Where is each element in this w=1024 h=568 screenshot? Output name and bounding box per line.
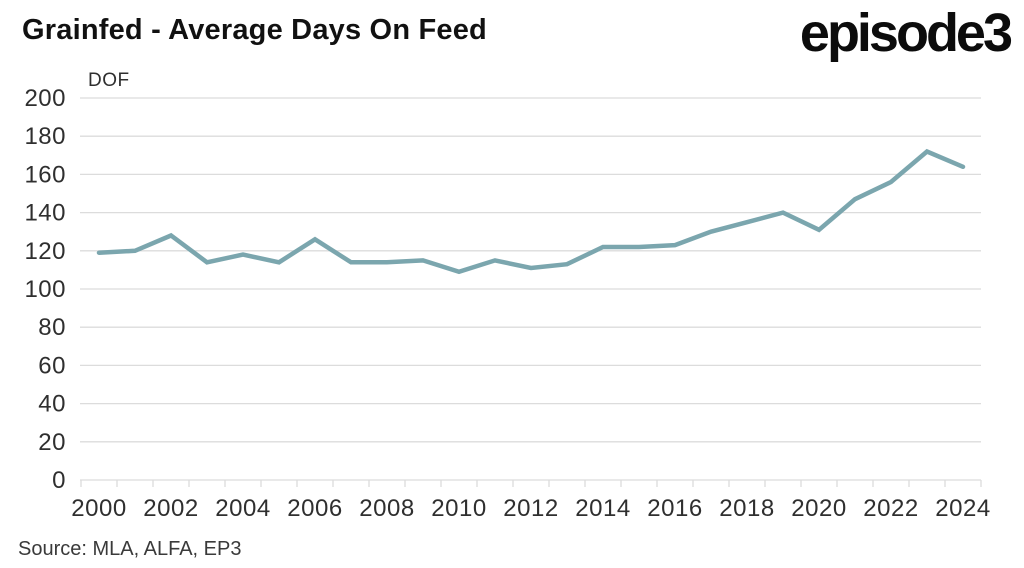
y-tick-label: 140 (24, 200, 66, 227)
y-tick-label: 180 (24, 123, 66, 150)
x-tick-label: 2008 (359, 495, 414, 522)
x-tick-label: 2014 (575, 495, 630, 522)
y-tick-label: 0 (52, 467, 66, 494)
y-axis-title: DOF (88, 70, 130, 91)
y-tick-label: 40 (38, 391, 66, 418)
y-tick-label: 200 (24, 85, 66, 112)
x-tick-label: 2002 (143, 495, 198, 522)
y-tick-label: 160 (24, 161, 66, 188)
x-tick-label: 2004 (215, 495, 270, 522)
x-tick-label: 2006 (287, 495, 342, 522)
page-title: Grainfed - Average Days On Feed (22, 14, 487, 46)
y-tick-label: 120 (24, 238, 66, 265)
x-tick-label: 2016 (647, 495, 702, 522)
episode3-logo: episode3 (799, 3, 1013, 63)
y-tick-label: 100 (24, 276, 66, 303)
x-tick-label: 2000 (71, 495, 126, 522)
x-tick-label: 2022 (863, 495, 918, 522)
y-tick-label: 60 (38, 352, 66, 379)
source-note: Source: MLA, ALFA, EP3 (18, 538, 242, 560)
x-tick-label: 2024 (935, 495, 990, 522)
y-tick-label: 80 (38, 314, 66, 341)
x-tick-label: 2010 (431, 495, 486, 522)
x-tick-label: 2020 (791, 495, 846, 522)
y-tick-label: 20 (38, 429, 66, 456)
x-tick-label: 2018 (719, 495, 774, 522)
data-line-dof (96, 148, 966, 275)
x-tick-label: 2012 (503, 495, 558, 522)
